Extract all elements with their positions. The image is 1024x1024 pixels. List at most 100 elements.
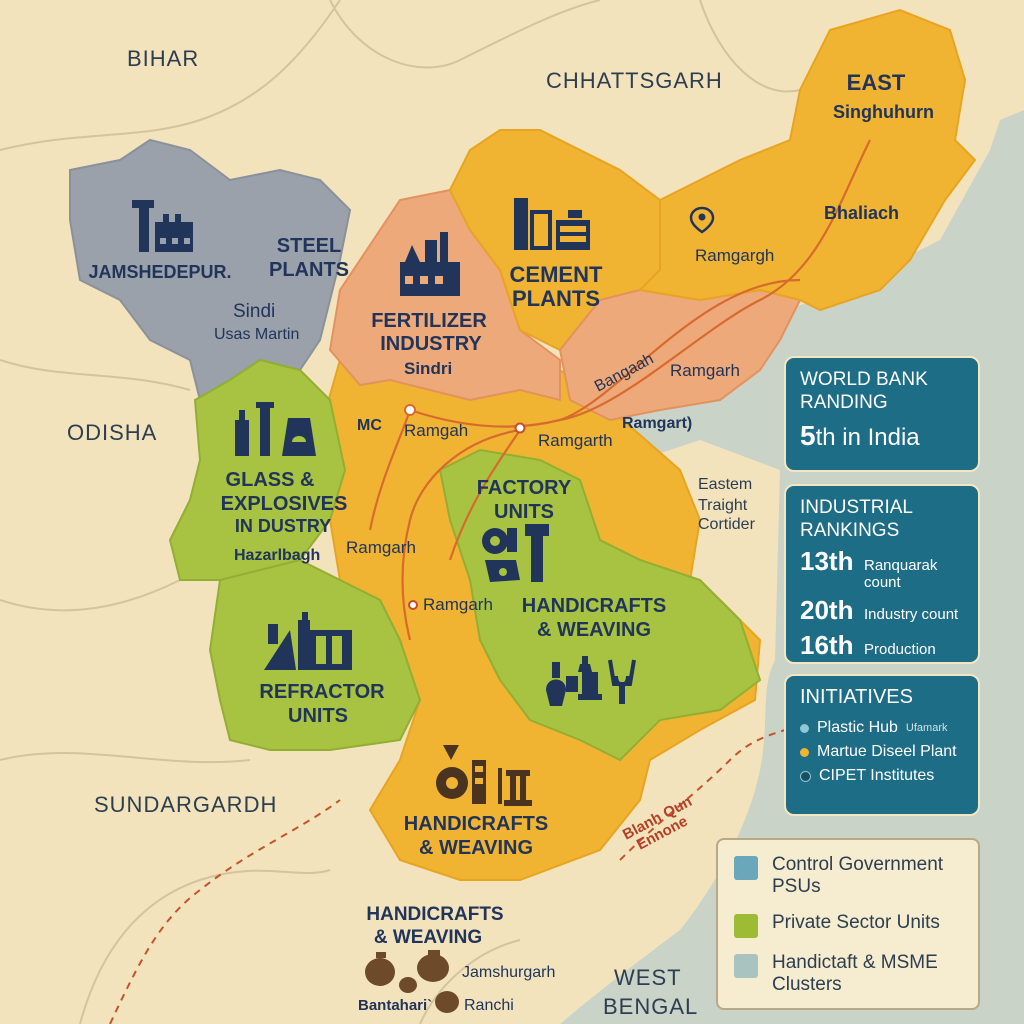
factory-units-icon [482, 524, 549, 582]
place-ramgah: Ramgah [404, 421, 468, 440]
glass-explosives-label: IN DUSTRY [235, 516, 331, 536]
neighbor-bihar: BIHAR [127, 46, 199, 71]
legend-line: Clusters [772, 974, 842, 995]
place-bhaliach: Bhaliach [824, 203, 899, 223]
place-sindri: Sindri [404, 359, 452, 378]
bullet-icon [800, 747, 809, 757]
handicrafts-outside-label: HANDICRAFTS [366, 904, 503, 925]
bullet-icon [800, 723, 809, 733]
map-legend: Control Government PSUs Private Sector U… [716, 838, 980, 1010]
cement-plant-icon [514, 198, 590, 250]
ranking-number: 16th [800, 630, 854, 660]
handicrafts-east-label: & WEAVING [537, 619, 651, 641]
junction-dot [514, 422, 526, 434]
jamshedpur-city-label: JAMSHEDEPUR. [88, 262, 231, 282]
place-ramgarh-west: Ramgarh [346, 538, 416, 557]
glass-explosives-label: EXPLOSIVES [221, 493, 348, 515]
junction-dot [408, 600, 418, 610]
ranking-number: 13th [800, 546, 854, 576]
world-bank-rank-suffix: th in India [815, 424, 920, 451]
initiative-label: Plastic Hub [817, 719, 898, 736]
handicraft-pots-icon [365, 950, 459, 1013]
place-ramgarth: Ramgarth [538, 431, 613, 450]
place-ramgart: Ramgart) [622, 415, 692, 432]
ranking-label: Production [864, 641, 936, 658]
initiatives-panel: INITIATIVES Plastic Hub Ufamark Martue D… [784, 674, 980, 816]
road-network [368, 139, 871, 641]
legend-item: Control Government PSUs [734, 854, 962, 898]
refractor-units-label: REFRACTOR [259, 681, 385, 703]
legend-swatch [734, 914, 758, 938]
world-bank-panel: WORLD BANK RANDING 5th in India [784, 356, 980, 472]
fertilizer-industry-label: INDUSTRY [380, 333, 482, 355]
steel-plants-label: STEEL [277, 235, 341, 257]
handicrafts-south-label: HANDICRAFTS [404, 813, 548, 835]
place-jamshurgarh: Jamshurgarh [462, 964, 555, 981]
steel-plants-label: PLANTS [269, 259, 349, 281]
junction-dot [404, 404, 416, 416]
legend-line: Control Government [772, 854, 944, 875]
world-bank-title: RANDING [800, 392, 888, 413]
legend-swatch [734, 856, 758, 880]
industrial-rankings-title: INDUSTRIAL [800, 497, 913, 518]
ranking-number: 20th [800, 595, 854, 625]
initiative-label: CIPET Institutes [819, 767, 935, 784]
legend-label: Handictaft & MSME Clusters [772, 952, 938, 996]
world-bank-rank: 5th in India [800, 420, 964, 452]
neighbor-west-bengal: WEST [614, 965, 682, 990]
ranking-row: 20th Industry count [800, 595, 964, 626]
region-east [637, 8, 977, 312]
initiative-extra: Ufamark [905, 722, 948, 734]
refractor-unit-icon [264, 612, 352, 670]
fertilizer-factory-icon [400, 232, 460, 296]
bullet-icon [800, 770, 811, 782]
fertilizer-industry-label: FERTILIZER [371, 310, 487, 332]
ranking-row: 16th Production [800, 630, 964, 661]
legend-label: Control Government PSUs [772, 854, 943, 898]
ranking-row: 13th Ranquarak count [800, 546, 964, 591]
ranking-label: Industry count [864, 606, 959, 623]
cement-plants-label: PLANTS [512, 286, 600, 311]
neighbor-west-bengal: BENGAL [603, 994, 698, 1019]
neighbor-odisha: ODISHA [67, 420, 157, 445]
glass-explosives-label: GLASS & [226, 469, 315, 491]
place-hazarlbagh: Hazarlbagh [234, 547, 320, 564]
initiative-item: CIPET Institutes [800, 767, 964, 785]
location-pin-icon [689, 206, 715, 234]
factory-units-label: UNITS [494, 501, 554, 523]
handicrafts-east-label: HANDICRAFTS [522, 595, 666, 617]
legend-line: Private Sector Units [772, 912, 940, 933]
initiative-item: Plastic Hub Ufamark [800, 719, 964, 737]
place-bantahari: Bantahari` [358, 997, 432, 1014]
initiative-item: Martue Diseel Plant [800, 743, 964, 761]
industrial-rankings-title: RANKINGS [800, 520, 900, 541]
corridor-label: Cortider [698, 516, 756, 533]
place-sindi: Sindi [233, 301, 275, 322]
factory-units-label: FACTORY [477, 477, 572, 499]
legend-line: Handictaft & MSME [772, 952, 938, 973]
cement-plants-label: CEMENT [510, 262, 603, 287]
state-border-dashed [109, 729, 786, 1024]
legend-line: PSUs [772, 876, 821, 897]
handicrafts-south-label: & WEAVING [419, 837, 533, 859]
world-bank-rank-number: 5 [800, 420, 816, 451]
glass-explosives-icon [235, 402, 316, 456]
region-green-factory [438, 448, 762, 762]
legend-swatch [734, 954, 758, 978]
place-ranchi: Ranchi [464, 997, 514, 1014]
neighbor-chhattisgarh: CHHATTSGARH [546, 68, 723, 93]
place-mc: MC [357, 417, 382, 434]
legend-label: Private Sector Units [772, 912, 940, 934]
place-ramgarh-east: Ramgarh [670, 361, 740, 380]
initiative-label: Martue Diseel Plant [817, 743, 957, 760]
legend-item: Handictaft & MSME Clusters [734, 952, 962, 996]
initiatives-title: INITIATIVES [800, 686, 913, 708]
place-ramgargh: Ramgargh [695, 246, 774, 265]
handicraft-weaving-icon [436, 745, 532, 806]
place-singhuhurn: Singhuhurn [833, 102, 934, 122]
handicrafts-outside-label: & WEAVING [374, 927, 482, 948]
east-region-label: EAST [847, 70, 906, 95]
neighbor-sundargarh: SUNDARGARDH [94, 792, 277, 817]
